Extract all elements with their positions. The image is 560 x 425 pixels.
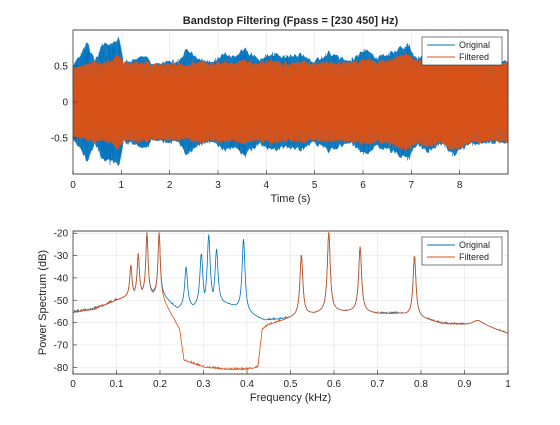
time-x-tick-label: 2 [167, 180, 173, 191]
time-x-ticks: 0 1 2 3 4 5 6 7 8 [70, 170, 463, 191]
time-series-filtered-line [72, 52, 509, 151]
power-spectrum-plot: 0 0.1 0.2 0.3 0.4 0.5 0.6 0.7 0.8 0.9 1 -80-70-60-… [37, 229, 511, 404]
time-plot-title: Bandstop Filtering (Fpass = [230 450] Hz… [183, 15, 399, 27]
time-legend-original-label: Original [459, 40, 490, 50]
spectrum-legend-box [421, 236, 503, 266]
spectrum-legend: Original Filtered [421, 236, 503, 266]
spectrum-series-layer [72, 232, 509, 371]
spectrum-x-tick-label: 0.2 [153, 379, 167, 390]
time-series-layer [72, 36, 509, 167]
spectrum-x-tick-label: 0.5 [284, 379, 298, 390]
spectrum-legend-original-label: Original [459, 240, 490, 250]
time-y-ticks: -0.5 0 0.5 [51, 62, 77, 145]
time-y-tick-label: -0.5 [51, 134, 69, 145]
spectrum-series-filtered-line [72, 232, 509, 371]
time-x-axis-label: Time (s) [271, 193, 311, 205]
time-x-tick-label: 5 [312, 180, 318, 191]
time-legend-filtered-label: Filtered [459, 52, 489, 62]
spectrum-y-ticks: -80 -70 -60 -50 -40 -30 -20 [54, 229, 77, 374]
time-legend: Original Filtered [421, 36, 503, 66]
time-x-tick-label: 1 [119, 180, 125, 191]
spectrum-x-tick-label: 0.8 [414, 379, 428, 390]
spectrum-x-tick-label: 0.6 [327, 379, 341, 390]
spectrum-x-tick-label: 1 [505, 379, 511, 390]
spectrum-x-tick-label: 0.1 [110, 379, 124, 390]
time-x-tick-label: 3 [215, 180, 221, 191]
spectrum-y-tick-label: -30 [54, 251, 69, 262]
spectrum-x-tick-label: 0.9 [458, 379, 472, 390]
spectrum-x-tick-label: 0 [70, 379, 76, 390]
spectrum-x-tick-label: 0.7 [371, 379, 385, 390]
spectrum-y-tick-label: -60 [54, 318, 69, 329]
spectrum-y-tick-label: -20 [54, 229, 69, 240]
time-y-tick-label: 0.5 [54, 62, 68, 73]
spectrum-y-axis-label: Power Spectrum (dB) [37, 250, 49, 355]
time-domain-plot: 0 1 2 3 4 5 6 7 8 -0.5 0 0.5 Bandstop Filtering (F… [51, 15, 509, 205]
spectrum-y-tick-label: -50 [54, 296, 69, 307]
spectrum-y-tick-label: -70 [54, 340, 69, 351]
time-x-tick-label: 4 [264, 180, 270, 191]
time-legend-box [421, 36, 503, 66]
time-x-tick-label: 0 [70, 180, 76, 191]
spectrum-x-tick-label: 0.4 [240, 379, 254, 390]
spectrum-x-tick-label: 0.3 [197, 379, 211, 390]
time-x-tick-label: 8 [457, 180, 463, 191]
time-y-tick-label: 0 [62, 98, 68, 109]
time-x-tick-label: 6 [360, 180, 366, 191]
spectrum-x-axis-label: Frequency (kHz) [250, 392, 331, 404]
spectrum-y-tick-label: -40 [54, 273, 69, 284]
spectrum-y-tick-label: -80 [54, 363, 69, 374]
time-x-tick-label: 7 [409, 180, 415, 191]
spectrum-x-ticks: 0 0.1 0.2 0.3 0.4 0.5 0.6 0.7 0.8 0.9 1 [70, 370, 511, 390]
spectrum-legend-filtered-label: Filtered [459, 252, 489, 262]
